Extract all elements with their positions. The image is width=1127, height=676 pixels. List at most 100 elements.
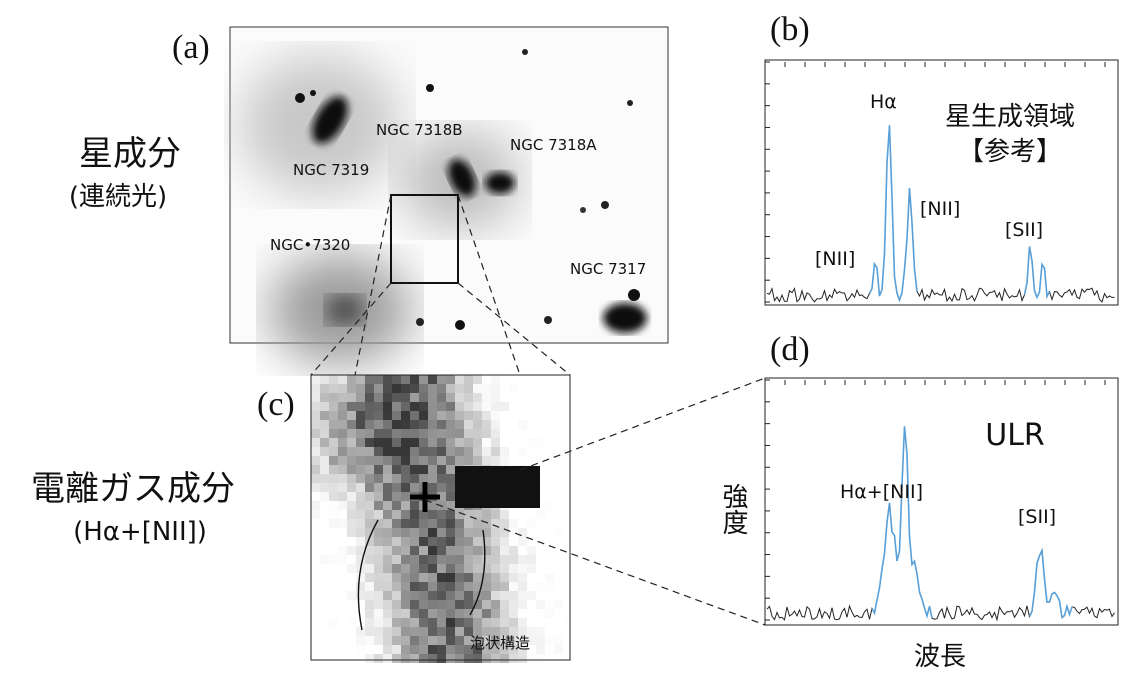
annotation: 泡状構造 — [470, 634, 530, 652]
pixel — [455, 375, 464, 384]
pixel — [410, 465, 419, 474]
pixel — [428, 519, 437, 528]
pixel — [347, 636, 356, 645]
pixel — [473, 582, 482, 591]
pixel — [365, 519, 374, 528]
pixel — [518, 447, 527, 456]
pixel — [500, 627, 509, 636]
pixel — [365, 609, 374, 618]
pixel — [545, 492, 554, 501]
pixel — [518, 546, 527, 555]
pixel — [428, 375, 437, 384]
pixel — [374, 420, 383, 429]
pixel — [536, 609, 545, 618]
pixel — [545, 564, 554, 573]
pixel — [338, 438, 347, 447]
pixel — [554, 591, 563, 600]
pixel — [419, 429, 428, 438]
pixel — [347, 627, 356, 636]
pixel — [329, 600, 338, 609]
stellar-sub: (連続光) — [69, 182, 167, 212]
pixel — [338, 636, 347, 645]
pixel — [419, 609, 428, 618]
pixel — [482, 375, 491, 384]
pixel — [401, 600, 410, 609]
pixel — [392, 573, 401, 582]
pixel — [437, 528, 446, 537]
object-label: NGC•7320 — [270, 236, 350, 254]
pixel — [491, 591, 500, 600]
gas-label: 電離ガス成分 — [31, 469, 235, 509]
pixel — [338, 573, 347, 582]
pixel — [563, 447, 572, 456]
pixel — [428, 501, 437, 510]
pixel — [311, 429, 320, 438]
pixel — [500, 555, 509, 564]
pixel — [374, 573, 383, 582]
pixel — [527, 582, 536, 591]
pixel — [518, 564, 527, 573]
pixel — [311, 474, 320, 483]
pixel — [410, 384, 419, 393]
pixel — [365, 384, 374, 393]
pixel — [311, 420, 320, 429]
pixel — [536, 546, 545, 555]
pixel — [527, 528, 536, 537]
pixel — [464, 555, 473, 564]
pixel — [437, 420, 446, 429]
pixel — [455, 537, 464, 546]
pixel — [536, 420, 545, 429]
pixel — [356, 537, 365, 546]
stellar-label: 星成分 — [79, 134, 181, 174]
pixel — [419, 537, 428, 546]
pixel — [419, 411, 428, 420]
pixel — [329, 645, 338, 654]
pixel — [563, 573, 572, 582]
pixel — [374, 645, 383, 654]
zoom-lines — [310, 194, 571, 376]
pixel — [509, 519, 518, 528]
pixel — [374, 393, 383, 402]
pixel — [500, 519, 509, 528]
pixel — [419, 402, 428, 411]
pixel — [410, 519, 419, 528]
pixel — [473, 627, 482, 636]
pixel — [500, 573, 509, 582]
pixel — [338, 429, 347, 438]
pixel — [536, 465, 545, 474]
pixel — [419, 465, 428, 474]
pixel — [545, 519, 554, 528]
line-label: [SII] — [1018, 506, 1056, 528]
pixel — [356, 483, 365, 492]
pixel — [482, 609, 491, 618]
pixel — [329, 393, 338, 402]
pixel — [383, 618, 392, 627]
pixel — [473, 591, 482, 600]
pixel — [437, 492, 446, 501]
pixel — [473, 420, 482, 429]
pixel — [419, 474, 428, 483]
pixel — [509, 429, 518, 438]
pixel — [545, 537, 554, 546]
pixel — [392, 492, 401, 501]
pixel — [491, 375, 500, 384]
pixel — [563, 420, 572, 429]
pixel — [338, 393, 347, 402]
pixel — [536, 492, 545, 501]
pixel — [464, 546, 473, 555]
pixel — [392, 636, 401, 645]
pixel — [491, 411, 500, 420]
pixel — [545, 393, 554, 402]
pixel — [482, 537, 491, 546]
pixel — [509, 582, 518, 591]
pixel — [401, 591, 410, 600]
pixel — [329, 654, 338, 663]
pixel — [527, 402, 536, 411]
pixel — [347, 510, 356, 519]
pixel — [446, 429, 455, 438]
pixel — [482, 645, 491, 654]
pixel — [509, 420, 518, 429]
pixel — [329, 438, 338, 447]
pixel — [536, 618, 545, 627]
